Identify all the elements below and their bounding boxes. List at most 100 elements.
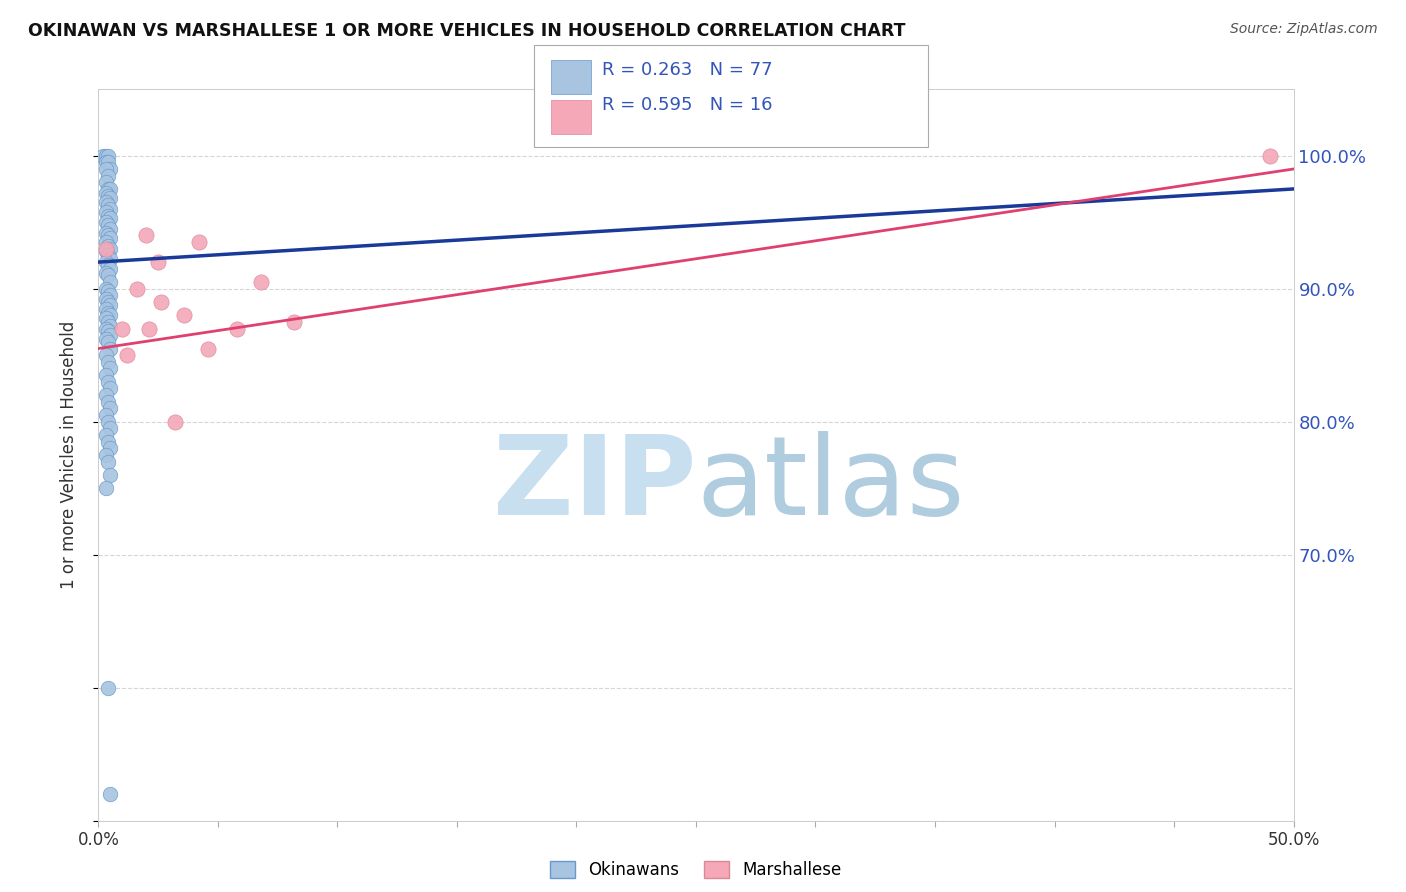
Point	[94, 161, 117, 176]
Point	[94, 310, 117, 325]
Point	[94, 293, 117, 307]
Point	[94, 348, 117, 362]
Point	[98, 252, 122, 267]
Point	[97, 155, 120, 169]
Point	[94, 301, 117, 316]
Point	[94, 332, 117, 346]
Point	[97, 375, 120, 389]
Point	[94, 204, 117, 219]
Point	[97, 315, 120, 329]
Point	[97, 169, 120, 183]
Point	[98, 211, 122, 226]
Point	[98, 381, 122, 395]
Point	[94, 186, 117, 200]
Point	[226, 321, 249, 335]
Point	[91, 149, 114, 163]
Point	[197, 342, 219, 356]
Point	[250, 275, 273, 289]
Point	[97, 198, 120, 212]
Point	[94, 175, 117, 189]
Point	[94, 428, 117, 442]
Point	[98, 442, 122, 456]
Text: OKINAWAN VS MARSHALLESE 1 OR MORE VEHICLES IN HOUSEHOLD CORRELATION CHART: OKINAWAN VS MARSHALLESE 1 OR MORE VEHICL…	[28, 22, 905, 40]
Point	[98, 182, 122, 196]
Point	[97, 209, 120, 223]
Point	[97, 239, 120, 253]
Point	[97, 454, 120, 468]
Point	[98, 231, 122, 245]
Point	[97, 295, 120, 310]
Point	[98, 318, 122, 333]
Point	[94, 408, 117, 422]
Point	[98, 298, 122, 312]
Y-axis label: 1 or more Vehicles in Household: 1 or more Vehicles in Household	[59, 321, 77, 589]
Point	[94, 255, 117, 269]
Point	[94, 244, 117, 259]
Point	[98, 242, 122, 256]
Point	[97, 268, 120, 283]
Point	[98, 202, 122, 216]
Point	[138, 321, 160, 335]
Point	[94, 481, 117, 495]
Point	[98, 222, 122, 236]
Point	[97, 228, 120, 243]
Point	[115, 348, 138, 362]
Point	[94, 321, 117, 335]
Point	[98, 401, 122, 416]
Point	[94, 282, 117, 296]
Point	[97, 285, 120, 299]
Point	[98, 191, 122, 205]
Point	[97, 681, 120, 695]
Point	[98, 288, 122, 302]
Point	[94, 226, 117, 240]
Point	[98, 342, 122, 356]
Point	[97, 248, 120, 262]
Point	[94, 242, 117, 256]
Point	[98, 308, 122, 322]
Text: atlas: atlas	[696, 431, 965, 538]
Point	[97, 434, 120, 449]
Point	[283, 315, 305, 329]
Point	[98, 161, 122, 176]
Point	[98, 328, 122, 343]
Point	[125, 282, 148, 296]
Point	[94, 368, 117, 383]
Point	[97, 258, 120, 272]
Point	[97, 324, 120, 338]
Point	[97, 355, 120, 369]
Point	[94, 155, 117, 169]
Point	[149, 295, 172, 310]
Point	[97, 334, 120, 349]
Point	[97, 182, 120, 196]
Point	[98, 275, 122, 289]
Point	[94, 448, 117, 462]
Point	[94, 266, 117, 280]
Text: R = 0.595   N = 16: R = 0.595 N = 16	[602, 96, 772, 114]
Point	[98, 787, 122, 801]
Point	[94, 235, 117, 249]
Point	[187, 235, 209, 249]
Point	[1258, 149, 1281, 163]
Point	[97, 218, 120, 232]
Point	[97, 188, 120, 202]
Point	[98, 361, 122, 376]
Legend: Okinawans, Marshallese: Okinawans, Marshallese	[543, 854, 849, 886]
Point	[94, 149, 117, 163]
Point	[173, 308, 195, 322]
Point	[97, 149, 120, 163]
Text: Source: ZipAtlas.com: Source: ZipAtlas.com	[1230, 22, 1378, 37]
Point	[98, 421, 122, 435]
Point	[94, 215, 117, 229]
Point	[111, 321, 134, 335]
Point	[97, 305, 120, 319]
Point	[98, 467, 122, 482]
Text: R = 0.263   N = 77: R = 0.263 N = 77	[602, 61, 772, 78]
Point	[94, 195, 117, 210]
Point	[97, 415, 120, 429]
Point	[94, 388, 117, 402]
Text: ZIP: ZIP	[492, 431, 696, 538]
Point	[163, 415, 186, 429]
Point	[97, 394, 120, 409]
Point	[148, 255, 170, 269]
Point	[98, 261, 122, 276]
